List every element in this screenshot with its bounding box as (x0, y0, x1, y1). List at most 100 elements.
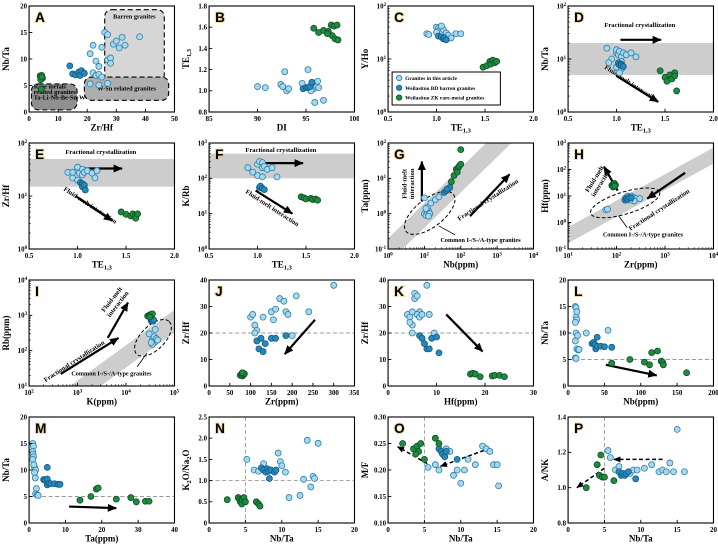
x-axis-label: Hf(ppm) (444, 397, 478, 407)
data-point-zk (431, 434, 439, 442)
data-point-zk (609, 477, 617, 484)
y-tick-label: 0.20 (374, 467, 387, 474)
svg-text:Fractional crystallization: Fractional crystallization (65, 149, 136, 156)
x-axis-label: TE1,3 (271, 260, 292, 272)
x-axis-label: Ta(ppm) (85, 534, 118, 544)
data-point-zk (334, 36, 341, 44)
data-point-zk (670, 72, 678, 80)
y-tick-label: 1.5 (198, 457, 207, 464)
annotation-arrows (283, 319, 316, 355)
field-ellipse (404, 190, 456, 235)
x-tick-label: 300 (328, 390, 339, 397)
y-tick-label: 102 (18, 140, 28, 148)
y-tick-label: 103 (556, 140, 566, 148)
svg-text:Zr/Hf: Zr/Hf (181, 321, 191, 344)
data-point-zk (94, 484, 102, 492)
data-point-bd (261, 340, 269, 347)
annotation-arrows (605, 363, 657, 378)
plot-shapes (567, 43, 713, 75)
x-tick-label: 0.5 (563, 116, 572, 123)
svg-text:TE1,3: TE1,3 (181, 48, 193, 69)
data-points (421, 146, 465, 220)
data-point-zk (313, 196, 321, 204)
x-tick-label: 5 (243, 527, 247, 534)
data-point-bd (307, 78, 315, 86)
data-point-bd (257, 334, 264, 342)
panel-letter: G (394, 147, 405, 162)
panel-B: 85 90 95 100 0.8 1.0 1.2 1.4 1.6 1.8 DI TE1,3 B (181, 3, 359, 132)
data-point-article (34, 492, 42, 499)
svg-text:K2O/Na2O: K2O/Na2O (181, 450, 193, 491)
legend-marker-zk (396, 94, 403, 101)
plot-shapes: Barren granites W-Sn related granites Rare… (30, 9, 170, 111)
x-tick-label: 10 (278, 527, 285, 534)
data-point-zk (421, 456, 428, 463)
data-point-article (278, 83, 286, 90)
panel-letter: P (574, 421, 583, 436)
y-tick-label: 101 (556, 56, 566, 64)
y-tick-label: 10 (200, 357, 207, 364)
data-point-zk (309, 24, 317, 32)
y-tick-label: 40 (200, 277, 207, 284)
axes-box (208, 142, 355, 250)
y-tick-label: 100 (18, 246, 28, 254)
x-tick-label: 1.0 (73, 253, 82, 260)
svg-text:Zr/Hf: Zr/Hf (360, 321, 370, 344)
box-label: Barren granites (113, 14, 156, 21)
data-point-zk (132, 498, 140, 506)
x-axis-label: TE1,3 (92, 260, 113, 272)
data-point-zk (682, 369, 690, 377)
panel-G: Fluid-melt interaction Fractional crystall… (360, 140, 539, 270)
x-tick-label: 101 (563, 252, 573, 260)
data-point-article (425, 212, 432, 220)
data-point-article (662, 468, 670, 476)
data-point-zk (672, 87, 680, 95)
data-point-article (406, 319, 414, 326)
y-axis-label: Rb(ppm) (1, 316, 11, 351)
data-point-article (248, 168, 256, 176)
axis-ticks (28, 142, 175, 250)
y-tick-label: 5 (562, 357, 566, 364)
data-point-zk (76, 496, 84, 504)
data-point-article (118, 33, 126, 41)
data-point-bd (56, 480, 64, 488)
data-point-bd (624, 468, 632, 476)
panel-E: Fractional crystallization Fluid-melt int… (1, 140, 179, 272)
data-point-article (86, 50, 94, 58)
data-point-article (98, 43, 106, 51)
legend-label: Granites in this article (405, 76, 457, 82)
data-point-article (606, 454, 614, 462)
x-tick-label: 0 (207, 527, 211, 534)
x-tick-label: 104 (529, 252, 539, 260)
y-tick-label: 102 (556, 166, 566, 174)
data-point-article (437, 22, 445, 30)
data-point-article (274, 449, 282, 457)
x-tick-label: 20 (84, 116, 91, 123)
panel-letter: D (574, 10, 584, 25)
data-point-zk (476, 373, 484, 381)
x-tick-label: 2.0 (709, 116, 718, 123)
x-tick-label: 10 (433, 390, 440, 397)
data-point-article (248, 311, 256, 318)
data-point-zk (600, 473, 608, 481)
data-point-bd (66, 62, 74, 70)
data-point-article (680, 468, 688, 476)
data-point-bd (442, 36, 450, 44)
data-point-zk (453, 168, 461, 176)
svg-text:Rb(ppm): Rb(ppm) (1, 316, 11, 351)
x-axis-label: Nb/Ta (269, 534, 293, 544)
field-ellipse (134, 319, 172, 357)
x-tick-label: 40 (142, 116, 149, 123)
y-tick-label: 103 (18, 312, 28, 320)
data-point-article (121, 41, 129, 49)
panel-letter: M (35, 421, 46, 436)
x-tick-label: 0 (566, 390, 570, 397)
annotation-text: Fluid-melt interaction (62, 186, 118, 226)
panel-J: 0 50 100 150 200 250 300 350 0 10 20 30 40 Zr(ppm) Zr/… (181, 277, 359, 406)
x-tick-label: 20 (351, 527, 358, 534)
y-tick-label: 20 (559, 277, 566, 284)
data-point-zk (323, 30, 331, 37)
x-tick-label: 1.0 (432, 116, 441, 123)
y-tick-label: 101 (377, 56, 387, 64)
axes-box (387, 279, 535, 387)
